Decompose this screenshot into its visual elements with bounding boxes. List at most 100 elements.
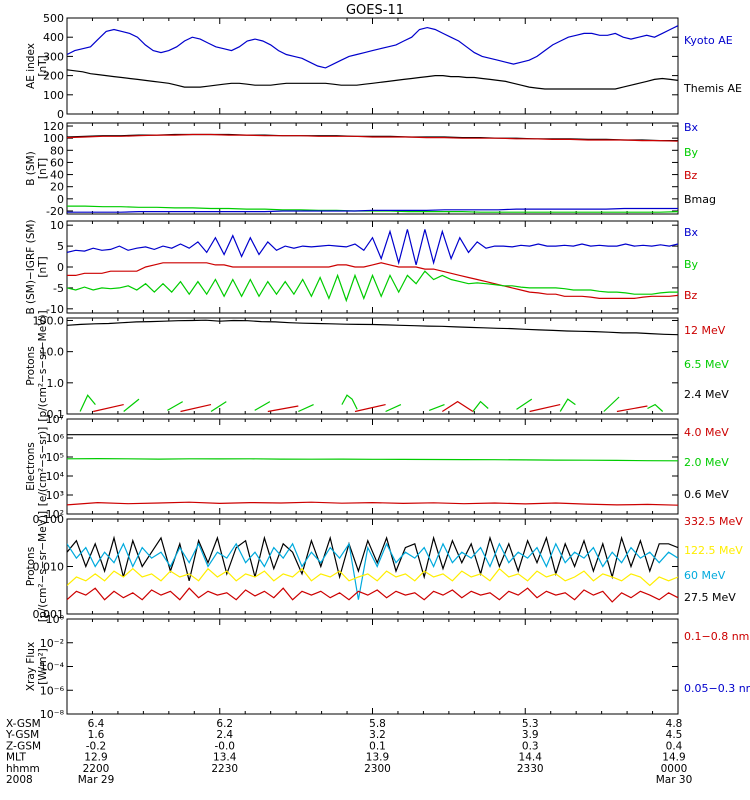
ephem-row-label: Z-GSM (6, 740, 41, 752)
y-axis-label-line: Xray Flux (25, 642, 37, 691)
ephem-value: Mar 29 (78, 774, 115, 786)
ephem-value: 14.4 (519, 752, 543, 764)
y-axis-label-line: Protons (25, 346, 37, 385)
legend-entry: Bz (684, 289, 698, 302)
y-tick-label: 10² (46, 508, 64, 521)
panel-frame (66, 518, 679, 615)
y-tick-label: 10⁷ (46, 413, 64, 426)
legend-entry: Bx (684, 226, 699, 239)
series-6-5-mev-segment (341, 394, 358, 410)
series-6-5-mev-segment (298, 404, 314, 413)
ephem-value: 3.9 (522, 729, 539, 741)
y-tick-label: 0.010 (33, 561, 65, 574)
legend-entry: 2.4 MeV (684, 388, 729, 401)
y-tick-label: -10 (46, 303, 64, 316)
y-tick-label: 5 (57, 240, 64, 253)
y-axis-label-line: B (SM)−IGRF (SM) (25, 219, 37, 314)
ephem-row-label: 2008 (6, 774, 33, 786)
ephem-value: 2300 (364, 763, 391, 775)
series-bx (67, 229, 678, 266)
series-6-5-mev-segment (647, 403, 664, 412)
chart-title: GOES-11 (346, 3, 404, 18)
series-2-0-mev (67, 457, 678, 462)
y-tick-label: 100 (43, 132, 64, 145)
y-tick-label: 20 (50, 181, 64, 194)
panel-series (67, 535, 678, 603)
series-6-5-mev-segment (123, 398, 140, 412)
series-12-mev-segment (616, 405, 648, 413)
panel-frame (66, 220, 679, 314)
series-by (67, 270, 678, 303)
y-axis-label: Protons[p/(cm²−s−sr−MeV)] (25, 310, 49, 421)
ephem-row-label: X-GSM (6, 718, 41, 730)
y-tick-label: 10.0 (40, 346, 65, 359)
panel-frame (66, 17, 679, 115)
legend-entry: 122.5 MeV (684, 544, 743, 557)
legend-entry: 6.5 MeV (684, 358, 729, 371)
panel-protons_lo: 0.0010.0100.100Protons[p/(cm²−s−sr−MeV)]… (25, 511, 743, 622)
panel-ae: 0 100 200 300 400 500 AE index[nT] Kyoto AE Them… (25, 12, 742, 121)
y-axis-label-line: B (SM) (25, 151, 37, 185)
legend-entry: 2.0 MeV (684, 456, 729, 469)
series-12-mev-segment (354, 404, 386, 413)
legend-entry: Kyoto AE (684, 34, 733, 47)
legend-entry: 0.6 MeV (684, 488, 729, 501)
y-axis-label-line: [p/(cm²−s−sr−MeV)] (37, 511, 49, 622)
series-kyoto-ae (67, 25, 678, 69)
panel-series (67, 434, 678, 506)
series-6-5-mev-segment (79, 394, 96, 412)
ephem-value: 4.5 (666, 729, 683, 741)
y-tick-label: 10⁶ (46, 432, 65, 445)
y-tick-label: 10³ (46, 489, 64, 502)
y-axis-label-line: [p/(cm²−s−sr−MeV)] (37, 310, 49, 421)
series-12-mev-segment (180, 404, 212, 413)
y-tick-label: 10⁻² (40, 637, 64, 650)
series-12-mev-segment (267, 405, 299, 413)
y-axis-label-line: Electrons (25, 442, 37, 491)
series-6-5-mev-segment (385, 404, 402, 413)
panel-frame (66, 418, 679, 515)
ephemeris-table: X-GSM 6.4 6.2 5.8 5.3 4.8 Y-GSM 1.6 2.4 3.2 3.9 4.5… (5, 718, 692, 786)
series-6-5-mev-segment (428, 404, 445, 411)
ephem-row-label: Y-GSM (5, 729, 39, 741)
y-axis-label: B (SM)[nT] (25, 151, 49, 185)
series-6-5-mev-segment (210, 401, 227, 413)
ephem-value: 6.4 (88, 718, 105, 730)
panel-frame (66, 618, 679, 715)
y-tick-label: 1.0 (47, 377, 65, 390)
panel-series (67, 229, 678, 303)
series-themis-ae (67, 69, 678, 90)
ephem-value: 13.9 (366, 752, 389, 764)
ephem-value: 4.8 (666, 718, 683, 730)
y-axis-label-line: [nT] (37, 256, 49, 277)
y-tick-label: 0 (57, 108, 64, 121)
ephem-value: Mar 30 (656, 774, 693, 786)
ephem-value: 13.4 (213, 752, 237, 764)
series-332-5-mev (67, 587, 678, 603)
y-axis-label-line: AE index (25, 43, 37, 89)
legend-entry: 0.05−0.3 nm (684, 682, 750, 695)
y-axis-label-line: [e/(cm²−s−sr)] (37, 427, 49, 506)
y-tick-label: 0 (57, 261, 64, 274)
series-6-5-mev-segment (603, 396, 620, 412)
y-tick-label: 10⁴ (46, 470, 65, 483)
y-tick-label: 10⁻⁴ (40, 661, 65, 674)
ephem-value: 14.9 (662, 752, 685, 764)
y-axis-label-line: Protons (25, 547, 37, 586)
series-12-mev-segment (529, 404, 561, 413)
panel-xray: 10⁻⁸ 10⁻⁶ 10⁻⁴ 10⁻² 10⁰ Xray Flux[W/m²] 0.1−0.… (25, 613, 750, 721)
legend-entry: 60 MeV (684, 569, 726, 582)
legend-entry: By (684, 258, 699, 271)
series-6-5-mev-segment (472, 400, 489, 412)
y-axis-label-line: [nT] (37, 55, 49, 76)
y-tick-label: 40 (50, 169, 64, 182)
panel-series (67, 319, 678, 413)
y-tick-label: 80 (50, 144, 64, 157)
y-tick-label: 120 (43, 120, 64, 133)
y-tick-label: 500 (43, 12, 64, 25)
ephem-value: 12.9 (84, 752, 107, 764)
ephem-value: -0.2 (86, 740, 107, 752)
legend-entry: Bmag (684, 193, 716, 206)
series-12-mev-segment (441, 400, 474, 413)
